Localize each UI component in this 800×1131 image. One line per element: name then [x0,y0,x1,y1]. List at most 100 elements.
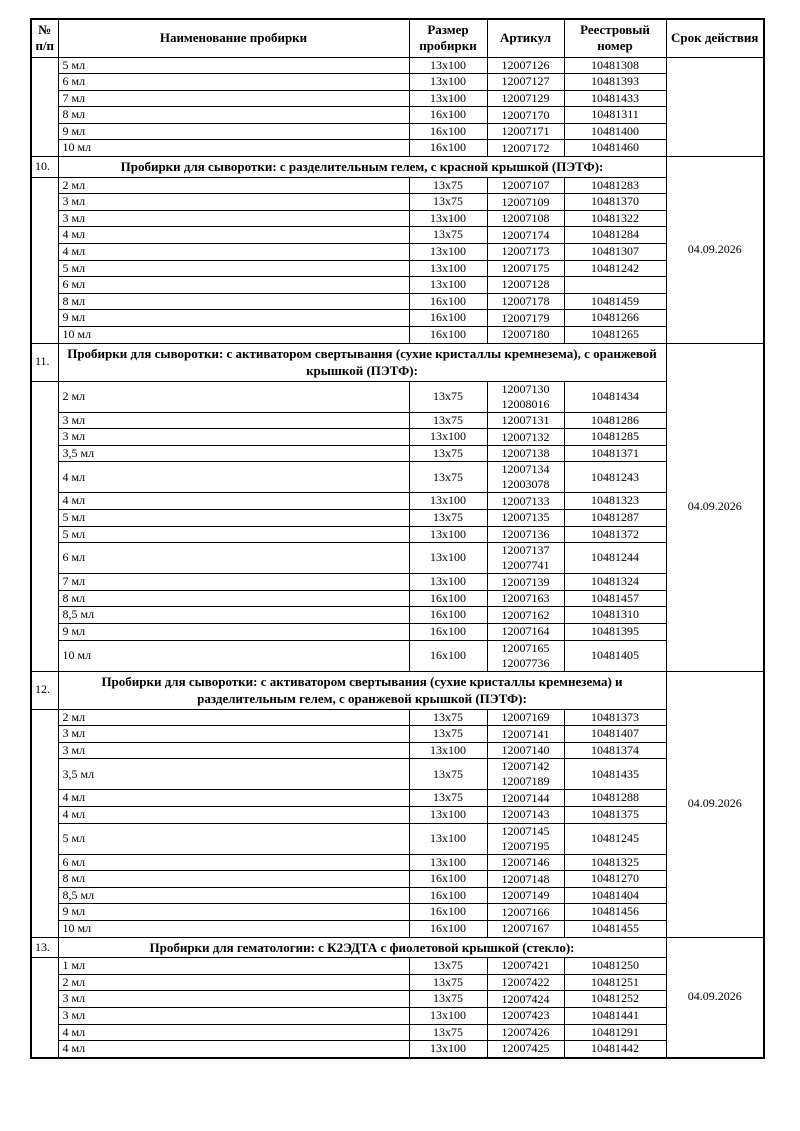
tube-name-cell: 4 мл [57,461,410,494]
tube-size-cell: 13x100 [408,209,488,228]
column-header-article: Артикул [486,18,565,58]
article-value: 12007148 [501,871,550,886]
article-cell: 12007180 [486,325,565,344]
article-cell: 12007140 [486,741,565,760]
tube-size-cell: 16x100 [408,309,488,327]
article-cell: 12007424 [486,990,565,1008]
article-value: 12007136 [501,526,550,541]
registry-number-cell: 10481286 [563,411,667,430]
registry-number-cell: 10481373 [563,708,667,727]
tube-name-cell: 6 мл [57,542,410,575]
article-value: 12007143 [501,807,550,822]
registry-number-cell: 10481442 [563,1040,667,1059]
validity-cell: 04.09.2026 [665,670,765,938]
article-value: 12007422 [501,975,550,990]
article-value: 12007135 [501,510,550,525]
tube-size-cell: 16x100 [408,325,488,344]
tube-row: 2 мл 13x75 12007107 10481283 [30,176,764,344]
article-cell: 12007162 [486,606,565,624]
article-value: 12007172 [501,140,550,155]
article-cell: 12007179 [486,309,565,327]
tube-name-cell: 4 мл [57,1023,410,1042]
tube-name-cell: 5 мл [57,259,410,278]
tube-name-cell: 8 мл [57,292,410,311]
article-cell: 12007422 [486,973,565,992]
tube-size-cell: 13x75 [408,509,488,527]
tube-name-cell: 6 мл [57,276,410,294]
registry-number-cell: 10481244 [563,542,667,575]
article-value: 12007165 [501,640,550,655]
tube-row: 4 мл 13x75 12007144 10481288 [31,789,764,808]
tube-row: 8 мл 16x100 12007163 10481457 [31,589,764,608]
section-header-row: 11. Пробирки для сыворотки: с активатором… [30,342,765,672]
article-value: 12008016 [501,396,550,411]
article-cell: 12007129 [486,89,565,108]
tube-name-cell: 4 мл [57,242,410,261]
tube-row: 10 мл 16x100 12007165 12007736 10481405 [31,639,764,672]
tube-row: 10 мл 16x100 12007180 10481265 [31,325,764,344]
tube-size-cell: 13x100 [408,73,488,91]
article-value: 12007426 [501,1024,550,1039]
article-cell: 12007425 [486,1040,565,1059]
tube-row: 5 мл 13x100 12007175 10481242 [31,259,764,278]
tube-row: 9 мл 16x100 12007179 10481266 [31,309,764,327]
tube-row: 5 мл 13x100 12007145 12007195 10481245 [31,822,764,855]
registry-number-cell: 10481311 [563,106,667,124]
article-cell: 12007169 [486,708,565,727]
validity-cell [665,56,765,158]
tube-name-cell: 3 мл [57,411,410,430]
tube-row: 2 мл 13x75 12007422 10481251 [31,973,764,992]
registry-number-cell: 10481405 [563,639,667,672]
registry-number-cell: 10481270 [563,870,667,888]
article-value: 12007131 [501,412,550,427]
article-value: 12007145 [501,823,550,838]
tube-size-cell: 13x75 [408,176,488,195]
tube-name-cell: 2 мл [57,176,410,195]
registry-number-cell: 10481288 [563,789,667,808]
article-value: 12007132 [501,429,550,444]
registry-number-cell: 10481441 [563,1006,667,1025]
tube-size-cell: 16x100 [408,106,488,124]
tube-row: 3 мл 13x100 12007423 10481441 [31,1006,764,1025]
article-value: 12007146 [501,854,550,869]
tube-row: 5 мл 13x100 12007136 10481372 [31,525,764,544]
tube-row: 10 мл 16x100 12007172 10481460 [31,139,764,158]
tube-name-cell: 9 мл [57,122,410,141]
article-value: 12007127 [501,74,550,89]
tube-name-cell: 7 мл [57,573,410,591]
tube-name-cell: 3 мл [57,990,410,1008]
article-cell: 12007128 [486,276,565,294]
tube-size-cell: 13x75 [408,411,488,430]
article-cell: 12007165 12007736 [486,639,565,672]
registry-number-cell: 10481291 [563,1023,667,1042]
article-value: 12007424 [501,991,550,1006]
tube-size-cell: 13x100 [408,525,488,544]
tube-size-cell: 13x75 [408,708,488,727]
tube-name-cell: 3 мл [57,193,410,211]
tube-row: 6 мл 13x100 12007146 10481325 [31,853,764,872]
article-value: 12007107 [501,177,550,192]
tube-size-cell: 16x100 [408,139,488,158]
tube-row: 3 мл 13x75 12007131 10481286 [31,411,764,430]
article-cell: 12007178 [486,292,565,311]
tube-row: 7 мл 13x100 12007139 10481324 [31,573,764,591]
registry-number-cell: 10481460 [563,139,667,158]
article-value: 12007178 [501,294,550,309]
article-cell: 12007145 12007195 [486,822,565,855]
tube-size-cell: 16x100 [408,903,488,922]
article-value: 12007162 [501,607,550,622]
tube-row: 8 мл 16x100 12007178 10481459 [31,292,764,311]
tube-row: 8,5 мл 16x100 12007162 10481310 [31,606,764,624]
tube-size-cell: 16x100 [408,622,488,641]
registry-number-cell: 10481404 [563,886,667,905]
article-cell: 12007109 [486,193,565,211]
article-cell: 12007134 12003078 [486,461,565,494]
tube-name-cell: 9 мл [57,622,410,641]
article-cell: 12007149 [486,886,565,905]
article-value: 12007134 [501,462,550,477]
article-cell: 12007175 [486,259,565,278]
registry-number-cell: 10481325 [563,853,667,872]
row-number-cell [30,176,59,344]
tube-row: 5 мл 13x100 12007126 10481308 [30,56,765,158]
tube-size-cell: 13x100 [408,573,488,591]
